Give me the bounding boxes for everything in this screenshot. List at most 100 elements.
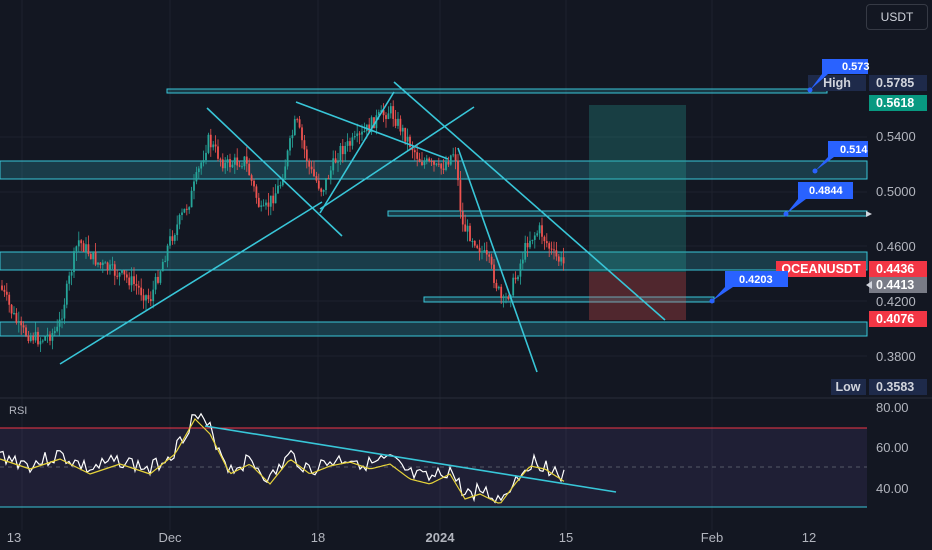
candle (461, 211, 464, 225)
candle (51, 333, 54, 341)
rsi-moving-average (0, 418, 565, 504)
candle (265, 202, 267, 206)
candle (373, 117, 375, 129)
candle (63, 304, 66, 319)
candle (248, 163, 251, 176)
candle (97, 262, 99, 265)
candle (325, 178, 327, 191)
candle (440, 163, 443, 169)
candle (202, 160, 205, 163)
candle (99, 262, 102, 266)
candle (5, 291, 8, 295)
candle (145, 295, 147, 301)
trendline-fan-3 (319, 106, 475, 210)
trendline-drop (457, 147, 538, 373)
candle (224, 162, 227, 169)
time-tick: 15 (559, 530, 573, 545)
candle (425, 158, 428, 162)
candle (181, 212, 183, 215)
candle (488, 254, 491, 257)
candles (1, 100, 565, 352)
time-tick: Feb (701, 530, 723, 545)
candle (301, 127, 303, 141)
candle (77, 240, 80, 247)
candle (214, 144, 217, 147)
candle (32, 336, 35, 341)
candle (409, 136, 411, 147)
candle (298, 119, 301, 128)
profit-zone (589, 105, 686, 272)
time-tick: 12 (802, 530, 816, 545)
trend-lines[interactable] (59, 81, 666, 373)
candle (219, 158, 222, 160)
candle (351, 137, 354, 146)
candle (562, 257, 565, 264)
candle (358, 133, 361, 135)
candle (339, 145, 342, 161)
candle (116, 275, 119, 277)
candle (80, 240, 83, 244)
candle (109, 264, 111, 271)
candle (531, 239, 534, 241)
rsi-trendline (204, 425, 617, 493)
candle (75, 246, 78, 252)
last-price-tag: 0.4436 (876, 262, 914, 276)
candle (538, 225, 541, 234)
candle (553, 249, 555, 251)
candle (140, 287, 143, 296)
time-axis: 13 Dec 18 2024 15 Feb 12 (7, 530, 816, 545)
candle (164, 260, 167, 262)
support-resistance-zones (0, 88, 868, 337)
candle (334, 158, 337, 163)
candle (447, 162, 450, 165)
candle (106, 262, 109, 271)
candle (478, 247, 481, 253)
stop-price-tag: 0.4076 (876, 312, 914, 326)
candle (536, 233, 539, 236)
low-label: Low (836, 380, 861, 394)
candle (332, 158, 335, 171)
price-callouts[interactable]: 0.573 0.514 0.4844 0.4203 (709, 59, 873, 304)
trendline-ascending (59, 201, 323, 365)
candle (113, 264, 116, 276)
candle (135, 283, 138, 286)
rsi-tick: 80.00 (876, 400, 909, 415)
candle (56, 326, 59, 332)
candle (70, 272, 73, 276)
currency-button[interactable]: USDT (866, 4, 928, 30)
candle (437, 163, 440, 165)
candle (236, 157, 239, 166)
candle (171, 236, 174, 241)
candle (111, 264, 114, 266)
candle (281, 179, 284, 186)
candle (27, 335, 30, 341)
candle (497, 286, 500, 289)
candle (169, 236, 171, 246)
candle (157, 276, 159, 283)
target-price-tag: 0.5618 (876, 96, 914, 110)
candle (545, 241, 548, 244)
candle (286, 150, 289, 167)
candle (267, 202, 270, 207)
time-tick: 13 (7, 530, 21, 545)
long-position-tool[interactable] (589, 105, 686, 320)
price-tick: 0.3800 (876, 349, 916, 364)
candle (44, 336, 47, 341)
candle (39, 341, 42, 345)
candle (128, 277, 131, 286)
candle (430, 160, 433, 162)
candle (255, 186, 258, 198)
candle (274, 193, 277, 204)
candle (152, 289, 155, 302)
candle (541, 225, 543, 237)
candle (279, 185, 282, 187)
candle (394, 118, 397, 126)
candle (433, 161, 435, 165)
symbol-label: OCEANUSDT (781, 262, 861, 276)
candle (238, 165, 241, 167)
candle (485, 250, 488, 255)
candle (512, 277, 515, 296)
svg-text:0.514: 0.514 (840, 144, 868, 156)
candle (363, 131, 366, 133)
